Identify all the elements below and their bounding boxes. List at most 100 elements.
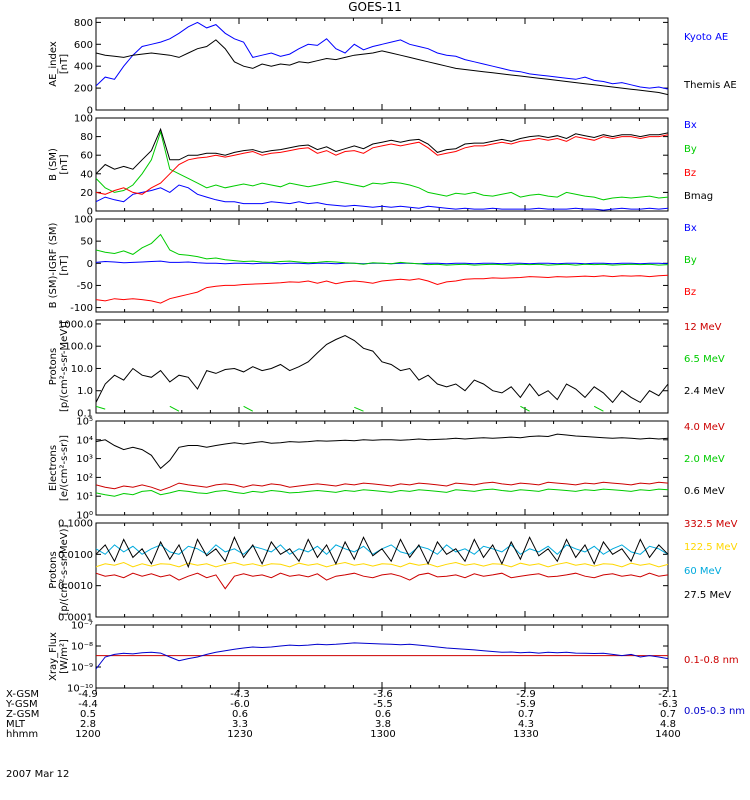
legend-entry: 0.05-0.3 nm — [684, 706, 745, 717]
series-line-bmag — [96, 127, 668, 175]
y-tick-label: 10⁰ — [76, 511, 93, 522]
footer-value: -3.6 — [373, 689, 393, 700]
y-tick-label: 0.0001 — [58, 613, 93, 624]
chart-title: GOES-11 — [348, 0, 402, 14]
y-tick-label: 50 — [80, 237, 93, 248]
y-tick-label: 600 — [74, 40, 93, 51]
footer-value: 4.3 — [518, 719, 534, 730]
y-axis-label: [nT] — [59, 255, 70, 275]
footer-value: -6.3 — [658, 699, 678, 710]
y-tick-label: 60 — [80, 151, 93, 162]
y-tick-label: 10⁻⁸ — [71, 642, 93, 653]
y-tick-label: 10⁻⁹ — [71, 663, 93, 674]
legend-entry: 122.5 MeV — [684, 542, 738, 553]
y-tick-label: 1000.0 — [58, 319, 93, 330]
y-tick-label: 10⁴ — [76, 435, 93, 446]
orbit-footer: X-GSM Y-GSM Z-GSM MLT hhmm -4.9 -4.4 0.5… — [0, 690, 750, 800]
series-line-themis-ae — [96, 39, 668, 96]
y-axis-label: [nT] — [59, 154, 70, 174]
legend-entry: 6.5 MeV — [684, 354, 725, 365]
footer-value: 0.7 — [518, 709, 534, 720]
y-tick-label: 10² — [76, 473, 93, 484]
panel-frame — [95, 522, 669, 618]
series-line-bz — [96, 274, 668, 304]
y-tick-label: 20 — [80, 188, 93, 199]
footer-label-hhmm: hhmm — [6, 729, 39, 740]
y-tick-label: 10.0 — [71, 364, 93, 375]
y-tick-label: 0.1000 — [58, 519, 93, 530]
series-line-2-0-mev — [96, 488, 668, 497]
legend-entry: Bz — [684, 287, 696, 298]
y-tick-label: 10¹ — [76, 492, 93, 503]
y-tick-label: 10⁻⁷ — [71, 621, 93, 632]
panel-frame — [95, 420, 669, 516]
legend-entry: 332.5 MeV — [684, 519, 738, 530]
legend-entry: 12 MeV — [684, 322, 722, 333]
panel-frame — [95, 624, 669, 689]
panel-frame — [95, 117, 669, 212]
legend-entry: By — [684, 255, 697, 266]
footer-value: 1300 — [370, 729, 396, 740]
y-tick-label: -100 — [70, 303, 93, 314]
panel-frame — [95, 218, 669, 313]
legend-entry: 2.4 MeV — [684, 386, 725, 397]
y-tick-label: 800 — [74, 18, 93, 29]
series-line-4-0-mev — [96, 481, 668, 492]
footer-label-y: Y-GSM — [6, 699, 38, 710]
y-tick-label: 0.0100 — [58, 550, 93, 561]
footer-value: -2.9 — [516, 689, 536, 700]
y-tick-label: 200 — [74, 84, 93, 95]
y-tick-label: 10⁻¹⁰ — [67, 684, 93, 695]
footer-date: 2007 Mar 12 — [6, 769, 70, 780]
footer-value: -5.5 — [373, 699, 393, 710]
y-tick-label: 0.0010 — [58, 581, 93, 592]
y-axis-label: [p/(cm²-s-sr-MeV)] — [59, 524, 70, 615]
series-line-by — [96, 130, 668, 201]
legend-entry: Bx — [684, 223, 697, 234]
series-line-122-5-mev — [96, 561, 668, 568]
y-axis-label: Protons — [48, 348, 59, 385]
footer-value: -2.1 — [658, 689, 678, 700]
footer-value: -6.0 — [230, 699, 250, 710]
y-axis-label: [e/(cm²-s-sr)] — [59, 435, 70, 501]
series-line-332-5-mev — [96, 572, 668, 590]
legend-entry: Themis AE — [683, 80, 737, 91]
series-line-0-05-0-3-nm — [96, 642, 668, 670]
y-axis-label: B (SM)-IGRF (SM) — [48, 223, 59, 309]
footer-value: -4.4 — [78, 699, 98, 710]
footer-value: -4.3 — [230, 689, 250, 700]
y-axis-label: Xray_Flux — [48, 632, 59, 681]
footer-label-z: Z-GSM — [6, 709, 40, 720]
legend-entry: Kyoto AE — [684, 32, 728, 43]
y-tick-label: 100 — [74, 114, 93, 125]
series-line-bz — [96, 134, 668, 195]
footer-label-mlt: MLT — [6, 719, 25, 730]
footer-value: 1330 — [513, 729, 539, 740]
footer-value: 1200 — [75, 729, 101, 740]
y-axis-label: Protons — [48, 551, 59, 588]
legend-entry: 2.0 MeV — [684, 454, 725, 465]
legend-entry: Bz — [684, 168, 696, 179]
y-axis-label: AE_index — [48, 41, 59, 87]
footer-value: 3.3 — [232, 719, 248, 730]
series-line-27-5-mev — [96, 536, 668, 569]
series-line-bx — [96, 184, 668, 211]
y-axis-label: B (SM) — [48, 148, 59, 181]
footer-value: 0.6 — [232, 709, 248, 720]
footer-value: -5.9 — [516, 699, 536, 710]
legend-entry: 0.1-0.8 nm — [684, 655, 739, 666]
y-tick-label: 40 — [80, 169, 93, 180]
y-tick-label: 400 — [74, 62, 93, 73]
legend-entry: Bx — [684, 120, 697, 131]
series-line-kyoto-ae — [96, 21, 668, 90]
series-line-0-6-mev — [96, 433, 668, 470]
series-line-by — [96, 233, 668, 266]
legend-entry: Bmag — [684, 191, 713, 202]
footer-value: 3.8 — [375, 719, 391, 730]
y-axis-label: Electrons — [48, 445, 59, 491]
y-tick-label: 10⁵ — [76, 417, 93, 428]
y-tick-label: 1.0 — [77, 386, 93, 397]
legend-entry: 60 MeV — [684, 566, 722, 577]
footer-value: 0.5 — [80, 709, 96, 720]
